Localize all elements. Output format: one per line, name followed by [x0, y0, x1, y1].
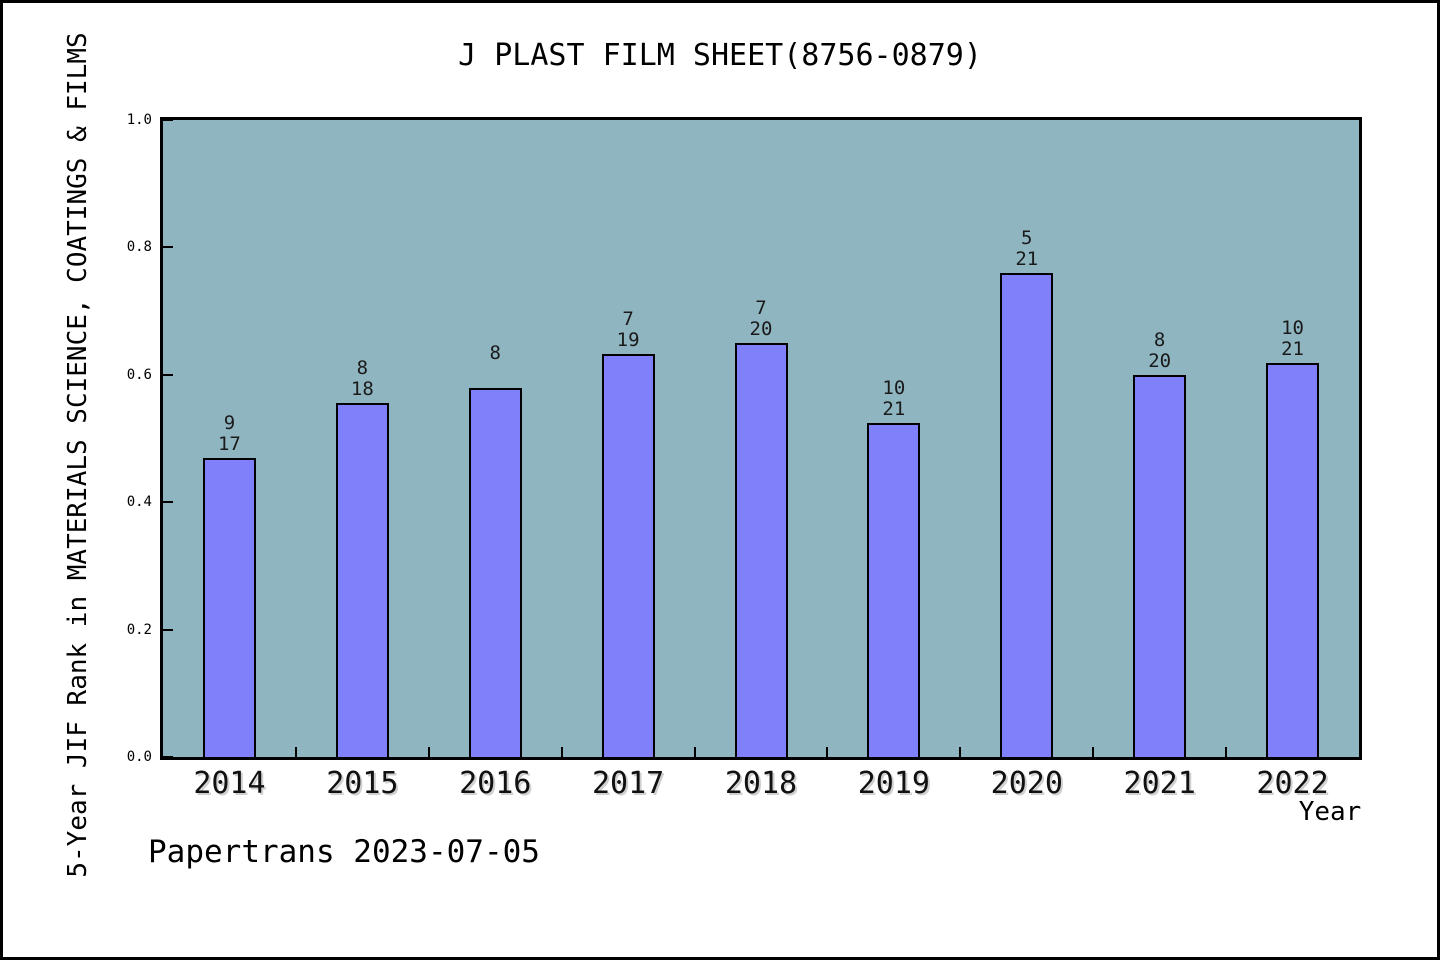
- bar-value-label-2014: 9 17: [217, 412, 241, 455]
- x-tick-label-2018: 2018: [724, 766, 798, 801]
- x-minor-tick-mark: [294, 747, 297, 757]
- bar-2022: [1266, 363, 1320, 757]
- y-tick-mark: [163, 246, 173, 249]
- x-tick-label-2014: 2014: [193, 766, 266, 801]
- bar-value-label-2015: 8 18: [350, 357, 374, 400]
- bar-2021: [1133, 375, 1187, 757]
- bar-value-label-2020: 5 21: [1015, 227, 1039, 270]
- y-tick-mark: [163, 628, 173, 631]
- x-minor-tick-mark: [560, 747, 563, 757]
- x-tick-label-2019: 2019: [857, 766, 930, 801]
- x-tick-label-2017: 2017: [591, 766, 665, 801]
- y-tick-mark: [163, 119, 173, 121]
- y-tick-label-1.0: 1.0: [126, 112, 152, 128]
- x-tick-label-2020: 2020: [990, 766, 1063, 801]
- chart-title: J PLAST FILM SHEET(8756-0879): [458, 38, 982, 73]
- y-tick-mark: [163, 501, 173, 504]
- bar-value-label-2021: 8 20: [1148, 329, 1172, 372]
- x-axis-label: Year: [1298, 797, 1362, 827]
- bar-2015: [335, 403, 389, 757]
- bar-2019: [867, 423, 921, 757]
- y-tick-label-0.6: 0.6: [126, 366, 152, 383]
- bar-value-label-2019: 10 21: [882, 377, 906, 420]
- bar-2014: [202, 458, 256, 757]
- plot-area: 9 17 8 18 8 7 19 7 20 10 21 5 21 8 20 10 21: [160, 117, 1362, 760]
- x-minor-tick-mark: [826, 747, 829, 757]
- bar-value-label-2017: 7 19: [616, 308, 640, 351]
- y-tick-label-0.0: 0.0: [126, 749, 152, 765]
- x-minor-tick-mark: [1225, 747, 1228, 757]
- x-tick-label-2015: 2015: [326, 766, 399, 801]
- y-tick-mark: [163, 756, 173, 758]
- y-tick-mark: [163, 373, 173, 376]
- bar-2017: [601, 354, 655, 757]
- y-axis-label: 5-Year JIF Rank in MATERIALS SCIENCE, CO…: [63, 32, 93, 878]
- x-minor-tick-mark: [1092, 747, 1095, 757]
- bar-value-label-2018: 7 20: [749, 297, 773, 340]
- footer-text: Papertrans 2023-07-05: [148, 834, 540, 870]
- bar-value-label-2022: 10 21: [1281, 317, 1304, 360]
- x-tick-label-2022: 2022: [1256, 766, 1329, 801]
- x-minor-tick-mark: [959, 747, 962, 757]
- bar-2018: [734, 343, 788, 757]
- y-tick-label-0.4: 0.4: [126, 494, 152, 511]
- bar-2020: [1000, 273, 1054, 757]
- x-minor-tick-mark: [693, 747, 696, 757]
- x-minor-tick-mark: [427, 747, 430, 757]
- x-tick-label-2021: 2021: [1123, 766, 1196, 801]
- y-tick-label-0.2: 0.2: [126, 621, 152, 638]
- bar-value-label-2016: 8: [489, 342, 501, 364]
- x-tick-label-2016: 2016: [459, 766, 532, 801]
- bar-2016: [468, 388, 522, 757]
- y-tick-label-0.8: 0.8: [126, 239, 152, 256]
